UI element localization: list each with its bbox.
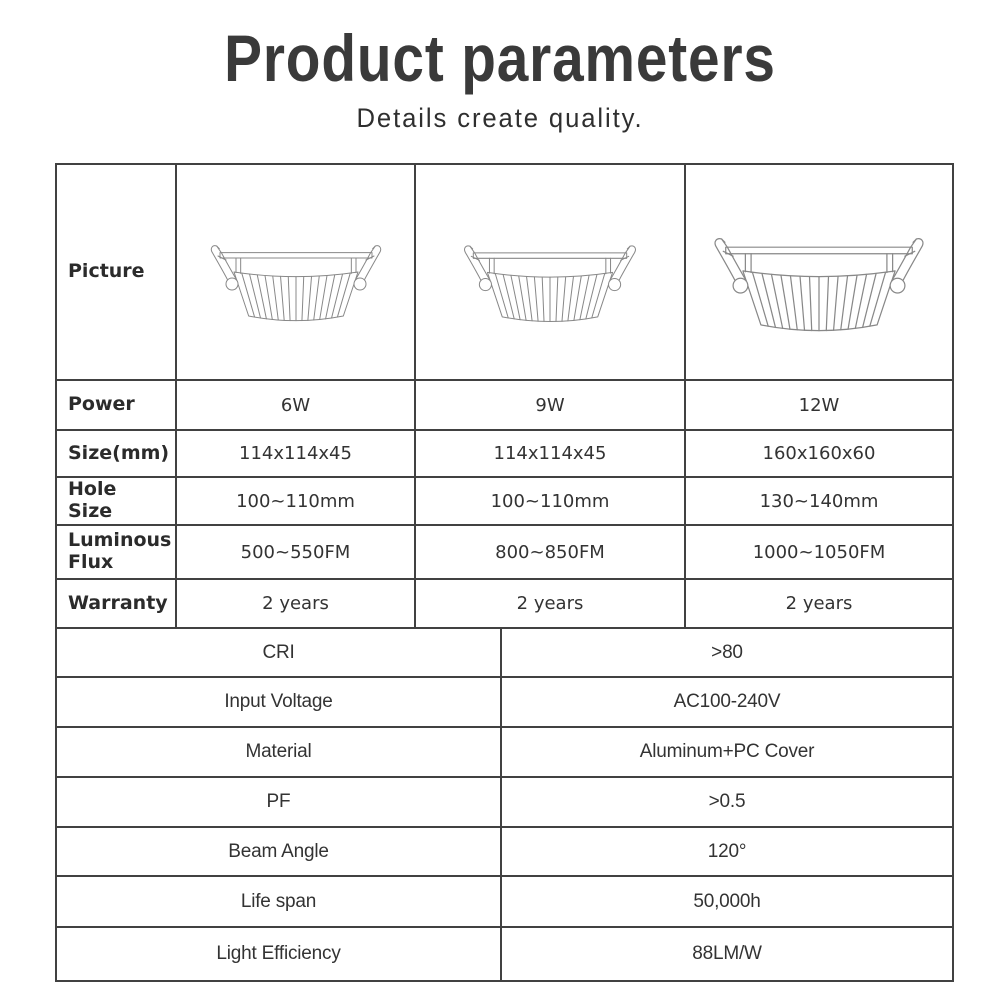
spec-value-flux-12w: 1000~1050FM	[686, 526, 952, 581]
common-label-material: Material	[57, 728, 502, 779]
spec-value-power-12w: 12W	[686, 381, 952, 432]
page-title: Product parameters	[224, 21, 776, 95]
common-label-life-span: Life span	[57, 877, 502, 929]
spec-value-flux-9w: 800~850FM	[416, 526, 686, 581]
common-label-input-voltage: Input Voltage	[57, 678, 502, 729]
spec-label-size: Size(mm)	[57, 431, 177, 479]
model-comparison-grid: Picture Power 6W 9W 12W Size(mm) 114x114…	[57, 165, 952, 630]
common-value-light-efficiency: 88LM/W	[692, 943, 762, 965]
spec-label-warranty: Warranty	[57, 580, 177, 630]
picture-cell-12w	[686, 165, 952, 382]
spec-value-warranty-6w: 2 years	[177, 580, 416, 630]
downlight-drawing-6w	[196, 224, 396, 334]
page-subtitle: Details create quality.	[356, 103, 644, 134]
common-label-light-efficiency: Light Efficiency	[57, 928, 502, 981]
spec-value-warranty-12w: 2 years	[686, 580, 952, 630]
spec-value-warranty-9w: 2 years	[416, 580, 686, 630]
spec-label-power: Power	[57, 381, 177, 432]
spec-value-size-6w: 114x114x45	[177, 431, 416, 479]
spec-label-luminous-flux: Luminous Flux	[57, 526, 177, 581]
downlight-drawing-12w	[696, 212, 942, 347]
picture-cell-6w	[177, 165, 416, 382]
common-value-beam-angle: 120°	[502, 828, 952, 878]
common-value-cri: >80	[502, 629, 952, 679]
product-parameters-page: Product parameters Details create qualit…	[0, 21, 1000, 1000]
downlight-drawing-9w	[449, 224, 651, 335]
common-label-cri: CRI	[57, 629, 502, 679]
common-value-life-span: 50,000h	[502, 877, 952, 929]
spec-table: Picture Power 6W 9W 12W Size(mm) 114x114…	[55, 163, 954, 983]
common-label-beam-angle: Beam Angle	[57, 828, 502, 878]
spec-value-size-12w: 160x160x60	[686, 431, 952, 479]
common-value-pf: >0.5	[502, 778, 952, 829]
spec-value-flux-6w: 500~550FM	[177, 526, 416, 581]
spec-value-hole-12w: 130~140mm	[686, 478, 952, 527]
spec-value-hole-6w: 100~110mm	[177, 478, 416, 527]
spec-value-power-9w: 9W	[416, 381, 686, 432]
common-value-input-voltage: AC100-240V	[502, 678, 952, 729]
picture-cell-9w	[416, 165, 686, 382]
common-label-pf: PF	[57, 778, 502, 829]
spec-value-hole-9w: 100~110mm	[416, 478, 686, 527]
picture-row-label: Picture	[57, 165, 177, 382]
spec-value-power-6w: 6W	[177, 381, 416, 432]
spec-label-hole-size: Hole Size	[57, 478, 177, 527]
common-value-material: Aluminum+PC Cover	[502, 728, 952, 779]
common-specs-grid: CRI >80 Input Voltage AC100-240V Materia…	[57, 629, 952, 981]
spec-value-size-9w: 114x114x45	[416, 431, 686, 479]
